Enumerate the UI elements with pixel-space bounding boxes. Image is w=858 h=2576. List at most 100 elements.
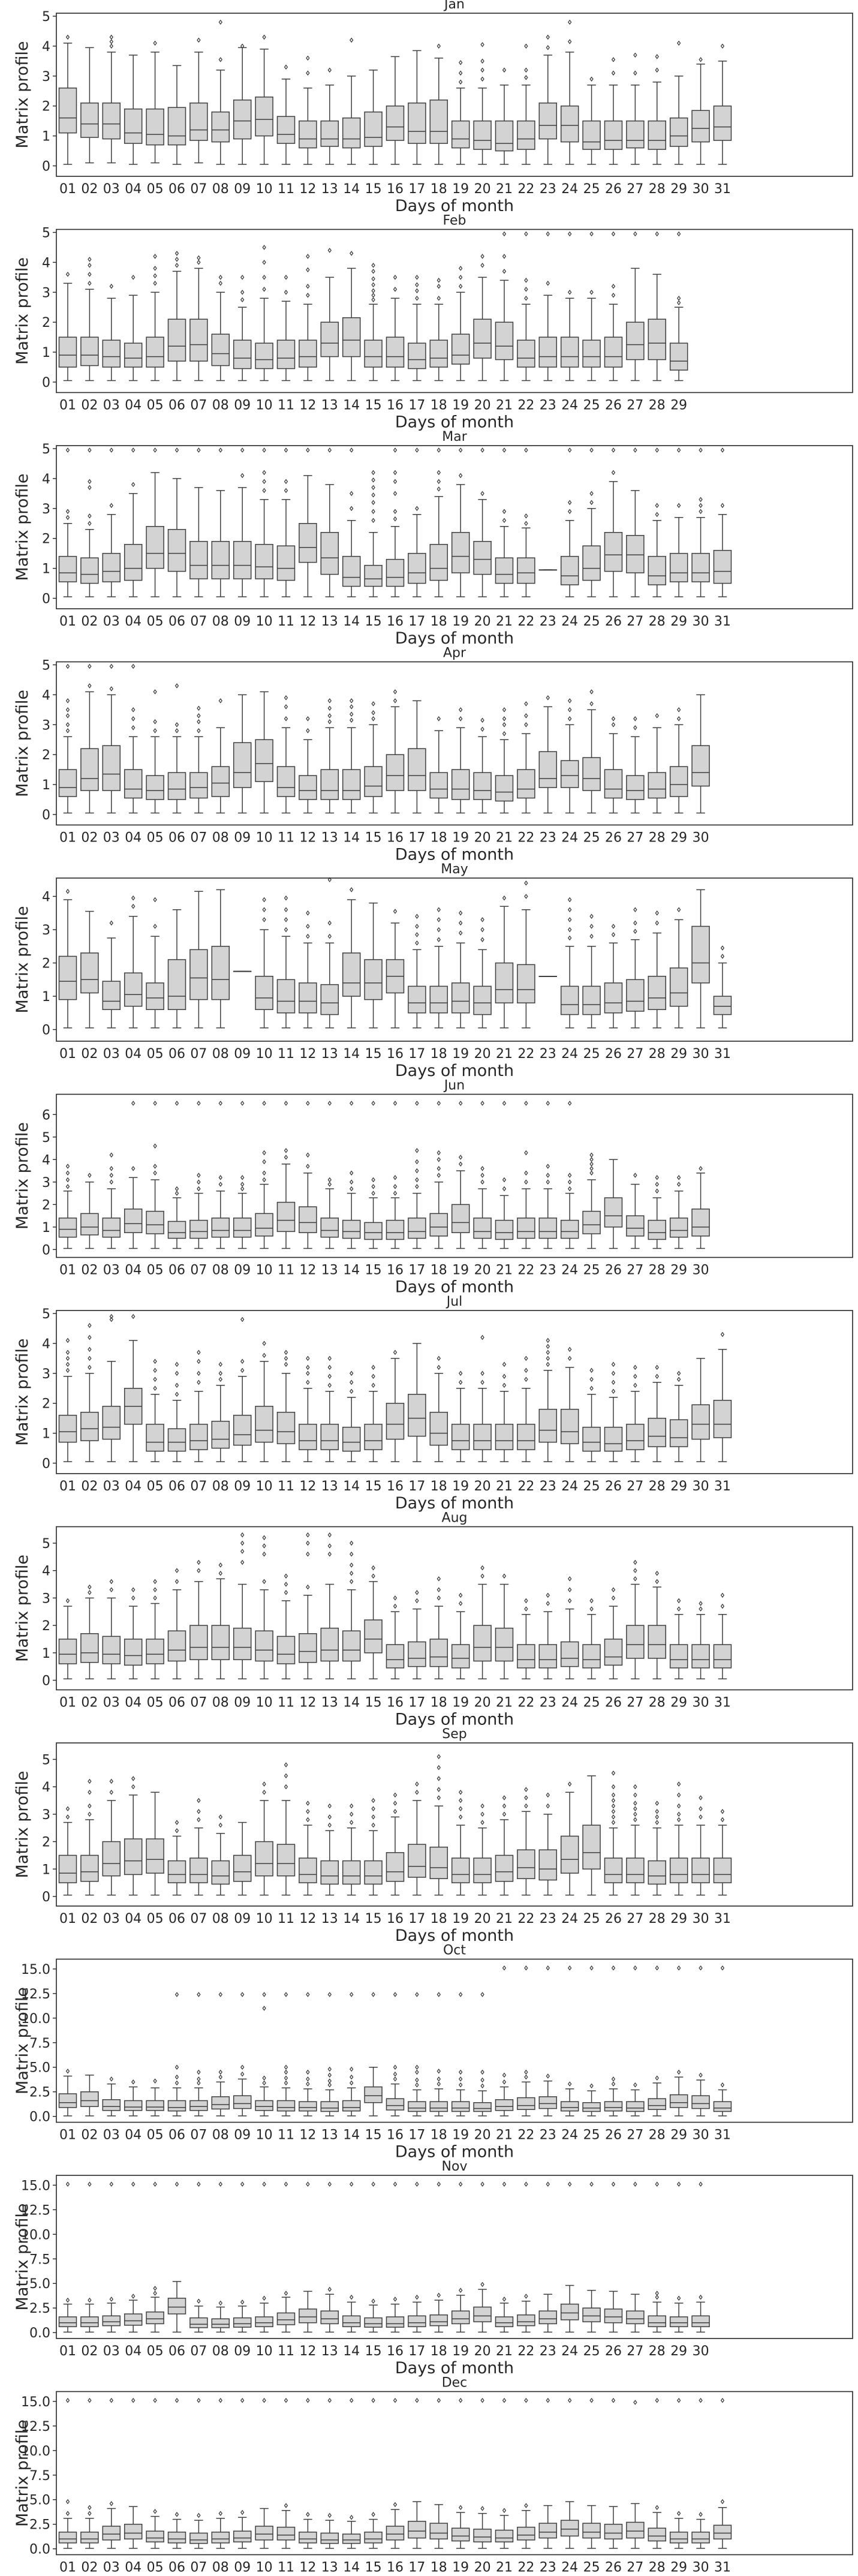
outlier-point: [524, 521, 528, 527]
iqr-box: [386, 2316, 405, 2328]
outlier-point: [262, 2295, 266, 2301]
iqr-box: [560, 2303, 579, 2320]
outlier-point: [240, 447, 245, 453]
panel-title: Apr: [443, 646, 466, 661]
outlier-point: [480, 76, 484, 82]
box-day-19: [451, 2181, 470, 2333]
outlier-point: [524, 2074, 528, 2080]
outlier-point: [371, 509, 375, 515]
panel-title: Jul: [445, 1294, 463, 1309]
iqr-box: [517, 339, 535, 368]
x-tick-label: 10: [256, 1911, 273, 1926]
outlier-point: [699, 509, 703, 515]
iqr-box: [451, 2310, 470, 2325]
iqr-box: [124, 769, 143, 799]
x-tick-label: 29: [670, 1047, 687, 1062]
x-tick-label: 12: [299, 398, 316, 413]
x-tick-label: 03: [103, 1047, 120, 1062]
box-day-24: [560, 231, 579, 381]
outlier-point: [65, 1361, 70, 1367]
outlier-point: [567, 1173, 572, 1178]
outlier-point: [524, 67, 528, 73]
x-tick-label: 16: [387, 1911, 404, 1926]
outlier-point: [458, 60, 463, 65]
iqr-box: [276, 766, 296, 797]
outlier-point: [262, 2181, 266, 2187]
iqr-box: [342, 317, 361, 357]
iqr-box: [189, 949, 208, 1000]
outlier-point: [415, 1168, 419, 1174]
outlier-point: [153, 719, 157, 725]
outlier-point: [306, 910, 310, 916]
outlier-point: [306, 70, 310, 76]
iqr-box: [473, 1625, 492, 1662]
x-tick-label: 26: [605, 614, 622, 629]
iqr-box: [560, 1641, 579, 1667]
iqr-box: [320, 120, 339, 147]
outlier-point: [720, 447, 725, 453]
iqr-box: [408, 1844, 426, 1878]
iqr-box: [626, 775, 645, 800]
box-day-17: [408, 2181, 426, 2333]
x-tick-label: 18: [430, 1263, 447, 1278]
outlier-point: [676, 1965, 681, 1971]
outlier-point: [371, 1373, 375, 1379]
box-day-30: [691, 694, 710, 814]
box-day-29: [669, 707, 688, 814]
outlier-point: [502, 1101, 507, 1106]
outlier-point: [589, 933, 594, 939]
outlier-point: [458, 284, 463, 289]
x-tick-label: 25: [583, 182, 600, 197]
outlier-point: [589, 1166, 594, 1171]
box-day-13: [320, 67, 339, 165]
x-tick-label: 17: [408, 1263, 425, 1278]
outlier-point: [240, 43, 245, 49]
outlier-point: [327, 2078, 332, 2084]
outlier-point: [458, 2181, 463, 2187]
outlier-point: [174, 1828, 179, 1833]
outlier-point: [436, 1595, 441, 1601]
outlier-point: [197, 1568, 201, 1573]
outlier-point: [65, 2069, 70, 2074]
outlier-point: [480, 1820, 484, 1825]
box-day-09: [233, 1101, 252, 1249]
outlier-point: [633, 2181, 637, 2187]
x-tick-label: 04: [125, 1263, 142, 1278]
iqr-box: [473, 2102, 492, 2112]
x-tick-label: 03: [103, 1911, 120, 1926]
box-day-01: [58, 2181, 77, 2333]
outlier-point: [436, 1166, 441, 1171]
outlier-point: [284, 1992, 288, 1997]
iqr-box: [364, 1423, 383, 1450]
x-tick-label: 05: [147, 1696, 164, 1711]
iqr-box: [626, 321, 645, 360]
outlier-point: [676, 503, 681, 509]
iqr-box: [58, 88, 77, 134]
x-tick-label: 01: [59, 1263, 76, 1278]
outlier-point: [436, 447, 441, 453]
outlier-point: [240, 1101, 245, 1106]
x-tick-label: 23: [540, 182, 556, 197]
outlier-point: [415, 282, 419, 288]
y-tick-label: 5.0: [29, 2493, 50, 2508]
iqr-box: [560, 1835, 579, 1874]
outlier-point: [676, 1370, 681, 1376]
x-tick-label: 11: [278, 398, 294, 413]
outlier-point: [436, 2292, 441, 2298]
x-tick-label: 28: [649, 2560, 666, 2575]
y-tick-label: 12.5: [21, 2419, 50, 2434]
box-day-26: [604, 57, 623, 165]
box-day-09: [233, 1992, 252, 2117]
outlier-point: [174, 2074, 179, 2080]
iqr-box: [408, 102, 426, 144]
outlier-point: [153, 254, 157, 259]
box-day-18: [429, 1101, 448, 1249]
outlier-point: [458, 1601, 463, 1606]
outlier-point: [567, 1587, 572, 1592]
box-day-26: [604, 1965, 623, 2117]
x-tick-label: 07: [190, 182, 207, 197]
outlier-point: [174, 1992, 179, 1997]
outlier-point: [349, 1562, 354, 1568]
outlier-point: [415, 2294, 419, 2300]
